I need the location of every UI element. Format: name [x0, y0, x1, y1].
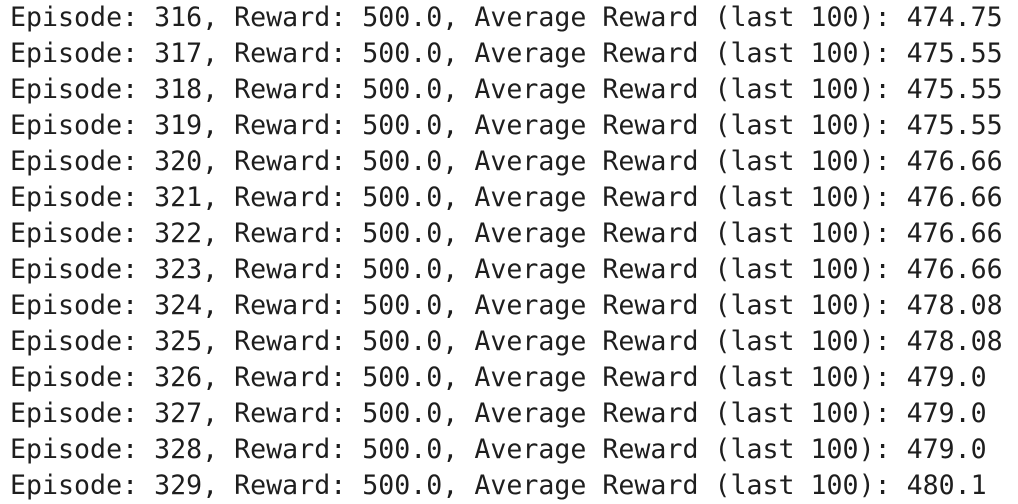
log-line: Episode: 320, Reward: 500.0, Average Rew… — [10, 146, 1003, 177]
log-line: Episode: 323, Reward: 500.0, Average Rew… — [10, 254, 1003, 285]
console-output: Episode: 316, Reward: 500.0, Average Rew… — [10, 0, 1003, 504]
log-line: Episode: 329, Reward: 500.0, Average Rew… — [10, 470, 987, 501]
log-line: Episode: 325, Reward: 500.0, Average Rew… — [10, 326, 1003, 357]
log-line: Episode: 317, Reward: 500.0, Average Rew… — [10, 38, 1003, 69]
log-line: Episode: 326, Reward: 500.0, Average Rew… — [10, 362, 987, 393]
log-line: Episode: 327, Reward: 500.0, Average Rew… — [10, 398, 987, 429]
log-line: Episode: 316, Reward: 500.0, Average Rew… — [10, 2, 1003, 33]
log-line: Episode: 321, Reward: 500.0, Average Rew… — [10, 182, 1003, 213]
log-line: Episode: 328, Reward: 500.0, Average Rew… — [10, 434, 987, 465]
log-line: Episode: 322, Reward: 500.0, Average Rew… — [10, 218, 1003, 249]
log-line: Episode: 319, Reward: 500.0, Average Rew… — [10, 110, 1003, 141]
log-line: Episode: 318, Reward: 500.0, Average Rew… — [10, 74, 1003, 105]
log-line: Episode: 324, Reward: 500.0, Average Rew… — [10, 290, 1003, 321]
